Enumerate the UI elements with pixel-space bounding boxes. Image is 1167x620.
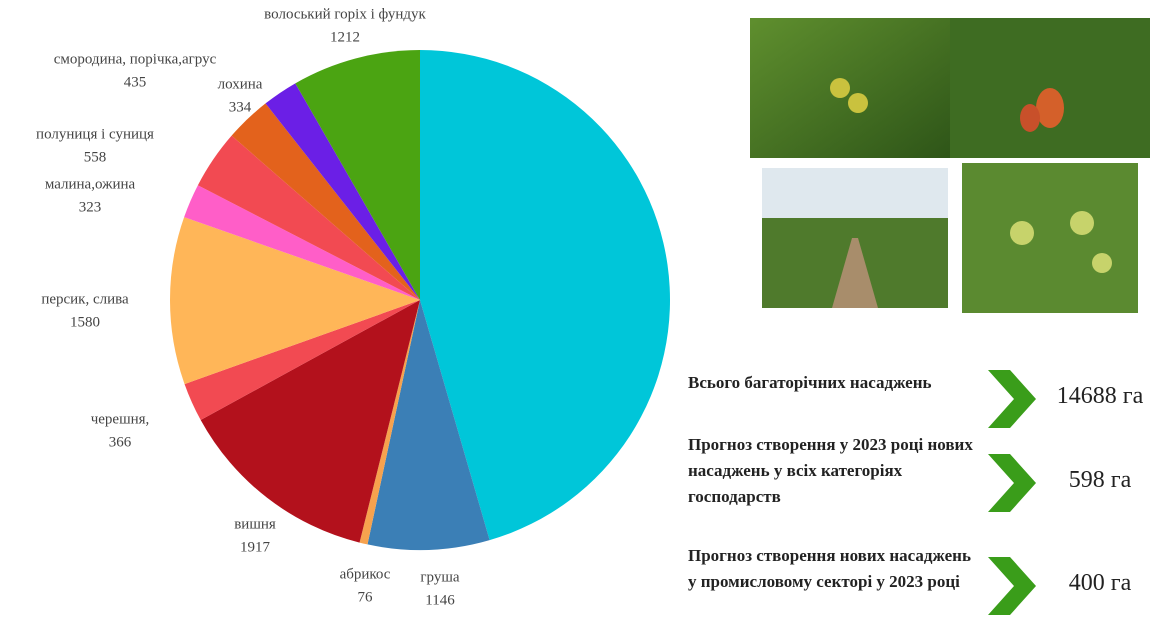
photo-walnut bbox=[962, 163, 1138, 313]
slice-value: 1580 bbox=[70, 314, 100, 330]
chevron bbox=[988, 454, 1036, 517]
slice-value: 76 bbox=[358, 589, 374, 605]
pie-slice bbox=[200, 300, 420, 543]
slice-value: 435 bbox=[124, 74, 147, 90]
stat-label: Всього багаторічних насаджень bbox=[688, 373, 932, 392]
slice-label: лохина bbox=[218, 76, 263, 92]
pie-slice bbox=[265, 83, 420, 300]
slice-label: малина,ожина bbox=[45, 176, 136, 192]
chevron-icon bbox=[988, 454, 1036, 512]
pie-slice bbox=[295, 50, 420, 300]
chevron-icon bbox=[988, 370, 1036, 428]
photo-top bbox=[750, 18, 1150, 158]
slice-label: абрикос bbox=[340, 566, 391, 582]
pie-slice bbox=[184, 300, 420, 420]
pie-slice bbox=[170, 217, 420, 385]
slice-label: черешня, bbox=[91, 411, 150, 427]
chevron bbox=[988, 557, 1036, 620]
slice-label: вишня bbox=[234, 516, 276, 532]
pie-slice bbox=[197, 135, 420, 300]
slice-label: груша bbox=[420, 569, 460, 585]
slice-label: волоський горіх і фундук bbox=[264, 6, 426, 22]
slice-label: смородина, порічка,агрус bbox=[54, 51, 217, 67]
stat-label: Прогноз створення у 2023 році нових наса… bbox=[688, 435, 973, 506]
photo-orchard bbox=[762, 168, 948, 308]
chevron-icon bbox=[988, 557, 1036, 615]
stat-label: Прогноз створення нових насаджень у пром… bbox=[688, 546, 971, 591]
pie-slice bbox=[184, 185, 420, 300]
slice-value: 1917 bbox=[240, 539, 271, 555]
slice-value: 366 bbox=[109, 434, 132, 450]
pie-slice bbox=[420, 50, 671, 541]
chart: яблуко6637груша1146абрикос76вишня1917чер… bbox=[36, 6, 671, 608]
pie-slice bbox=[231, 103, 420, 300]
slice-value: 323 bbox=[79, 199, 102, 215]
pie-slice bbox=[367, 300, 490, 551]
slice-value: 1212 bbox=[330, 29, 360, 45]
slice-value: 1146 bbox=[425, 592, 455, 608]
pie-slice bbox=[359, 300, 420, 545]
stat-value: 14688 га bbox=[1056, 383, 1144, 409]
stat-value: 400 га bbox=[1068, 570, 1132, 596]
slice-label: полуниця і суниця bbox=[36, 126, 154, 142]
slice-value: 558 bbox=[84, 149, 107, 165]
chevron bbox=[988, 370, 1036, 433]
slice-value: 334 bbox=[229, 99, 252, 115]
stat-value: 598 га bbox=[1068, 467, 1132, 493]
slice-label: персик, слива bbox=[41, 291, 129, 307]
